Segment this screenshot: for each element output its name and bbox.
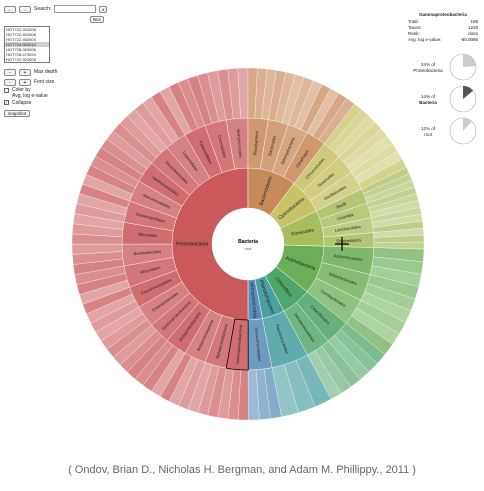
subgroup-label: Lactobacillales (334, 224, 361, 233)
collapse-checkbox[interactable]: ✓ (4, 100, 9, 105)
wedge-cyanobacteria[interactable]: ChroococcalesNostocalesOscillatorialesCy… (269, 103, 407, 229)
forward-button[interactable]: → (19, 5, 31, 13)
back-button[interactable]: ← (4, 5, 16, 13)
pie-summary: 14% of Bacteria (410, 84, 482, 118)
detail-row: Total: 199 (408, 19, 478, 25)
color-by-label: Color by (12, 87, 31, 93)
pie-summary: 24% of Proteobacteria (410, 52, 482, 86)
pie-parent: Bacteria (419, 100, 437, 105)
search-input[interactable] (54, 5, 97, 13)
details-panel: Gammaproteobacteria Total: 199 Taxon: 1228 R… (408, 12, 478, 43)
subgroup-label: Flavobacteria (252, 130, 259, 155)
dataset-item[interactable]: HGT722-922006 (6, 27, 36, 32)
subgroup-label: Clostridia (337, 212, 355, 221)
pie-chart (449, 117, 477, 145)
pie-percent: 24% of (420, 62, 435, 67)
detail-value: class (467, 31, 478, 36)
subgroup-label: Methylococcales (236, 128, 244, 158)
collapse-label: Collapse (12, 99, 32, 106)
wedge-verrucomicrobia[interactable]: Verrucomicrobiales Verrucomicrobia (247, 279, 282, 421)
subgroup-label: Vibrionales (137, 231, 157, 238)
detail-rows: Total: 199 Taxon: 1228 Rank: class Avg. log e-… (408, 19, 478, 43)
detail-row: Avg. log e-value: -60.0086 (408, 37, 478, 43)
pie-label: 14% of Bacteria (410, 94, 446, 106)
snapshot-button[interactable]: snapshot (4, 110, 30, 117)
font-increase-button[interactable]: + (19, 78, 31, 86)
detail-row: Rank: class (408, 31, 478, 37)
cursor-icon (335, 237, 349, 251)
wedge-actinobacteria[interactable]: ActinomycetalesBifidobacterialesCoriobac… (275, 244, 425, 355)
pie-summary: 12% of root (410, 116, 482, 150)
pie-slice (463, 118, 472, 131)
dataset-list[interactable]: HGT722-922006 HGT722-922008 HGT722-942004 H… (4, 26, 50, 63)
dataset-item[interactable]: HGT722-922008 (6, 32, 36, 37)
detail-key: Total: (408, 19, 419, 24)
dataset-item[interactable]: HGT722-923006 (6, 57, 36, 62)
pie-parent: root (424, 132, 432, 137)
dataset-item[interactable]: HGT722-942004 (6, 37, 36, 42)
pie-label: 24% of Proteobacteria (410, 62, 446, 74)
subgroup-label: Bacteroidia (267, 135, 277, 156)
pie-slice (463, 54, 476, 67)
wedge-bacteroidetes[interactable]: Flavobacteria Bacteroidia SphingobacteriaC… (247, 67, 355, 216)
wedge-chloroflexi[interactable]: ChloroflexalesDehalococcoidetesChlorofle… (264, 266, 386, 400)
subgroup-label: Verrucomicrobiales (254, 327, 262, 361)
pie-chart (449, 53, 477, 81)
detail-value: -60.0086 (460, 37, 478, 42)
wedge-label: Verrucomicrobia (248, 281, 257, 318)
wedge-label: Proteobacteria (176, 241, 209, 247)
depth-decrease-button[interactable]: - (4, 68, 16, 76)
citation: ( Ondov, Brian D., Nicholas H. Bergman, … (68, 464, 416, 476)
pie-percent: 12% of (420, 126, 435, 131)
search-label: Search: (34, 6, 52, 12)
color-by-checkbox[interactable] (4, 87, 9, 93)
wedge-firmicutes[interactable]: Bacilli Clostridia Lactobacillales Erysipel… (280, 167, 425, 250)
control-panel: ← → Search: x Ncc HGT722-922006 HGT722-92… (4, 4, 124, 117)
pie-label: 12% of root (410, 126, 446, 138)
pie-percent: 14% of (420, 94, 435, 99)
center-subtitle: root (245, 246, 253, 251)
selection-highlight (225, 318, 249, 371)
pie-slice (463, 86, 474, 99)
subgroup-label: Actinomycetales (333, 253, 363, 262)
dataset-item[interactable]: HGT728-063006 (6, 47, 36, 52)
subgroup-label: Burkholderiales (133, 249, 161, 256)
subgroup-label: Gammaproteobacteria (235, 324, 243, 365)
depth-increase-button[interactable]: + (19, 68, 31, 76)
detail-key: Rank: (408, 31, 420, 36)
max-depth-label: Max depth (34, 69, 58, 75)
wedge-label: Firmicutes (291, 227, 315, 238)
detail-key: Taxon: (408, 25, 422, 30)
pie-parent: Proteobacteria (413, 68, 443, 73)
subgroup-label: Erysipelotrichi (336, 238, 361, 244)
subgroup-label: Chromatiales (217, 134, 228, 158)
detail-row: Taxon: 1228 (408, 25, 478, 31)
search-clear-button[interactable]: x (99, 5, 108, 13)
dataset-item[interactable]: HGT724-963014 (5, 42, 49, 47)
selected-taxon-name: Gammaproteobacteria (419, 12, 467, 17)
dataset-item[interactable]: HGT728-473094 (6, 52, 36, 57)
font-size-label: Font size (34, 79, 55, 85)
subgroup-label: Rhizobiales (140, 265, 161, 275)
hits-button[interactable]: Ncc (90, 15, 104, 23)
pie-chart (449, 85, 477, 113)
center-title: Bacteria (238, 239, 258, 245)
detail-value: 199 (470, 19, 478, 24)
avg-log-evalue-label: Avg. log e-value (12, 93, 48, 99)
subgroup-label: Bacilli (335, 201, 347, 210)
detail-value: 1228 (467, 25, 478, 30)
center-node[interactable] (212, 208, 284, 280)
detail-key: Avg. log e-value: (408, 37, 442, 42)
font-decrease-button[interactable]: - (4, 78, 16, 86)
wedge-proteobacteria[interactable]: GammaproteobacteriaAlphaproteobacteriaBe… (71, 67, 249, 421)
